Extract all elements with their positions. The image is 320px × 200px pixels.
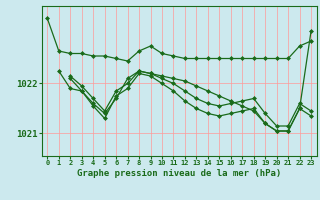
X-axis label: Graphe pression niveau de la mer (hPa): Graphe pression niveau de la mer (hPa) <box>77 169 281 178</box>
